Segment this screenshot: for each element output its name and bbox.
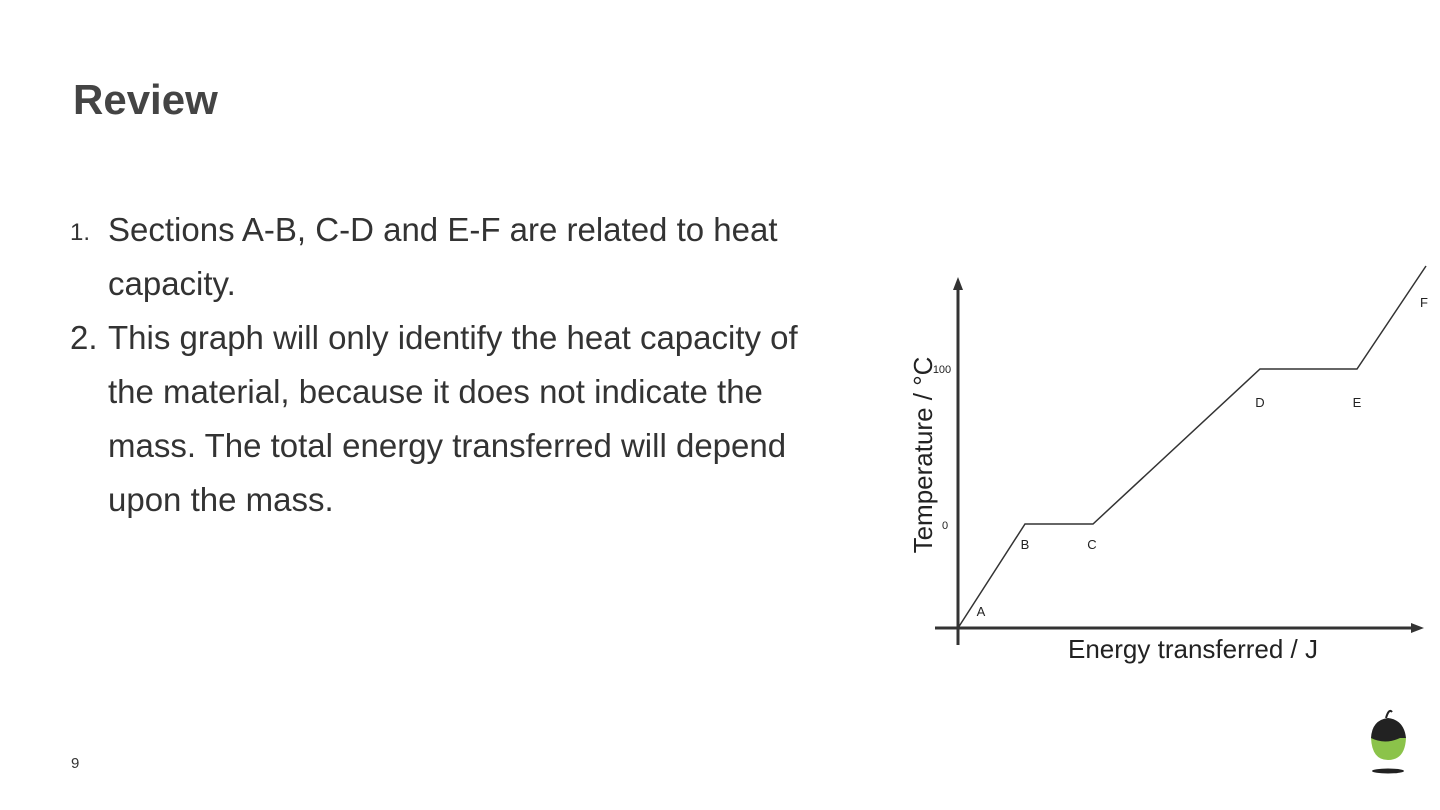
title: Review	[73, 76, 218, 123]
list: 1. Sections A-B, C-D and E-F are related…	[70, 203, 830, 527]
heating-curve	[957, 265, 1427, 629]
y-tick-label: 100	[933, 364, 951, 376]
item-text: Sections A-B, C-D and E-F are related to…	[108, 211, 778, 302]
point-label: F	[1420, 295, 1428, 310]
point-label: D	[1255, 395, 1264, 410]
y-axis-label: Temperature / °C	[908, 357, 938, 554]
point-label: A	[977, 604, 986, 619]
x-axis-label: Energy transferred / J	[1068, 634, 1318, 664]
point-label: E	[1353, 395, 1362, 410]
y-arrow	[953, 277, 963, 290]
logo	[1371, 709, 1406, 774]
list-item: 2. This graph will only identify the hea…	[70, 311, 830, 527]
x-arrow	[1411, 623, 1424, 633]
y-tick-label: 0	[942, 520, 948, 532]
point-label: C	[1087, 537, 1096, 552]
item-number: 1.	[70, 219, 91, 246]
item-text: This graph will only identify the heat c…	[108, 319, 798, 518]
item-number: 2.	[70, 319, 98, 356]
point-label: B	[1021, 537, 1030, 552]
page-number: 9	[71, 755, 80, 772]
list-item: 1. Sections A-B, C-D and E-F are related…	[70, 203, 830, 311]
